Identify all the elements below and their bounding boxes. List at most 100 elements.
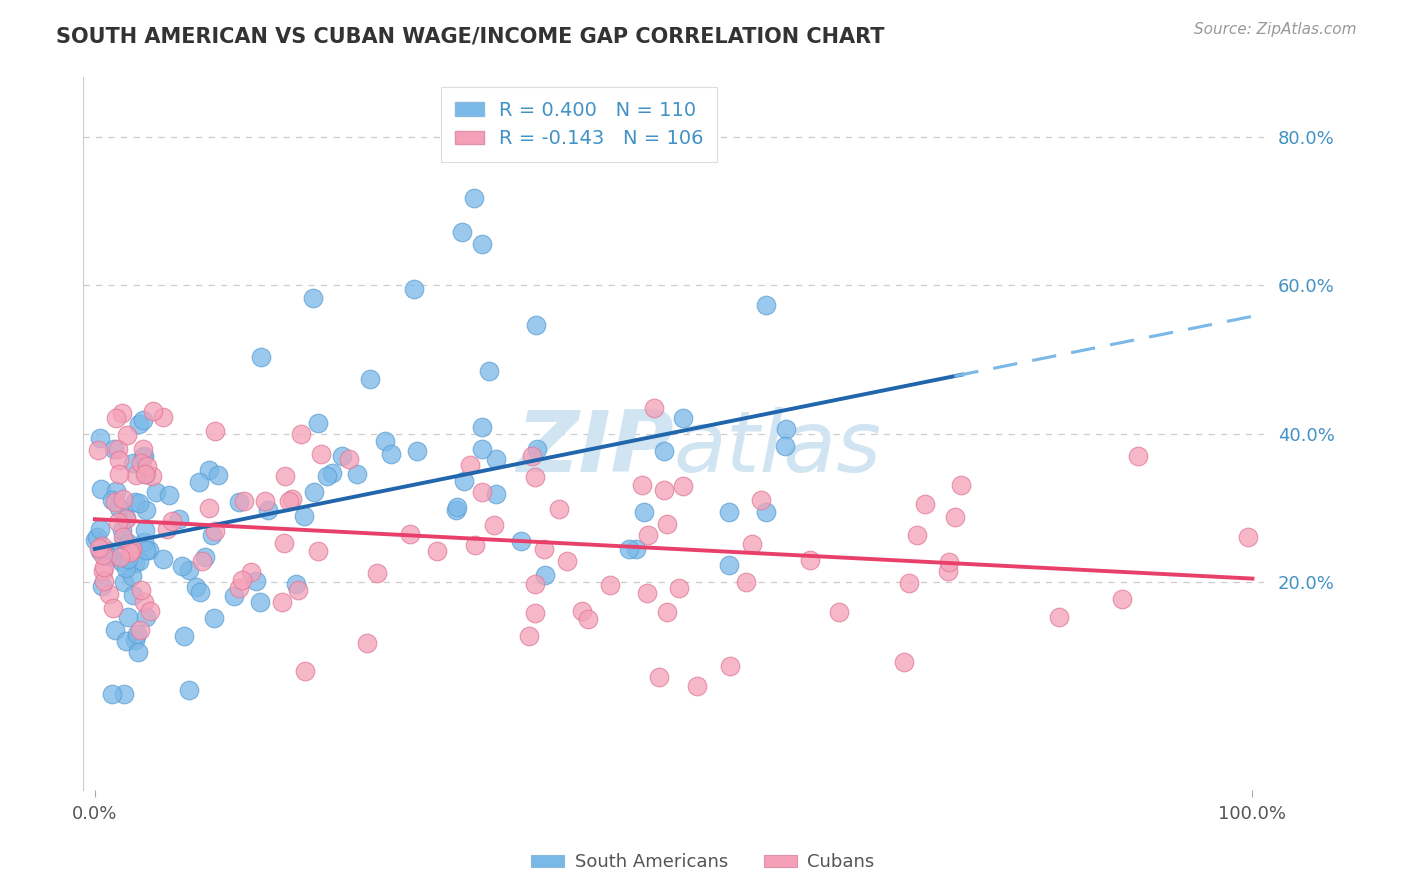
Point [207, 467, 229, 482]
Point [86, 530, 108, 544]
Point [201, 527, 224, 541]
Point [775, 422, 797, 436]
Point [111, 555, 134, 569]
Point [914, 497, 936, 511]
Point [91, 564, 114, 578]
Point [124, 468, 146, 483]
Point [198, 501, 221, 516]
Text: ZIP: ZIP [516, 407, 673, 490]
Point [129, 456, 152, 470]
Point [114, 561, 136, 575]
Point [135, 502, 157, 516]
Point [173, 629, 195, 643]
Point [471, 484, 494, 499]
Point [97, 587, 120, 601]
Point [273, 536, 295, 550]
Point [686, 679, 709, 693]
Point [191, 554, 214, 568]
Point [938, 555, 960, 569]
Point [446, 500, 468, 514]
Point [204, 425, 226, 439]
Point [366, 566, 388, 580]
Point [194, 549, 217, 564]
Point [453, 474, 475, 488]
Point [135, 467, 157, 481]
Point [104, 623, 127, 637]
Point [672, 410, 695, 425]
Point [346, 467, 368, 482]
Point [517, 629, 540, 643]
Point [121, 588, 143, 602]
Point [356, 636, 378, 650]
Point [1049, 610, 1071, 624]
Point [96, 549, 118, 563]
Point [1128, 450, 1150, 464]
Point [87, 443, 110, 458]
Point [132, 535, 155, 549]
Point [526, 442, 548, 456]
Point [160, 514, 183, 528]
Point [117, 535, 139, 549]
Point [485, 487, 508, 501]
Point [101, 601, 124, 615]
Point [523, 606, 546, 620]
Point [134, 523, 156, 537]
Text: Source: ZipAtlas.com: Source: ZipAtlas.com [1194, 22, 1357, 37]
Point [124, 633, 146, 648]
Point [657, 605, 679, 619]
Point [256, 503, 278, 517]
Point [115, 633, 138, 648]
Point [624, 542, 647, 557]
Point [152, 410, 174, 425]
Point [741, 537, 763, 551]
Point [655, 516, 678, 531]
Point [228, 581, 250, 595]
Point [292, 509, 315, 524]
Point [652, 483, 675, 498]
Point [718, 505, 741, 519]
Point [406, 444, 429, 458]
Point [668, 581, 690, 595]
Point [548, 502, 571, 516]
Point [115, 512, 138, 526]
Point [652, 443, 675, 458]
Point [112, 575, 135, 590]
Point [755, 298, 778, 312]
Point [294, 664, 316, 678]
Point [471, 236, 494, 251]
Point [773, 439, 796, 453]
Point [91, 549, 114, 563]
Point [444, 503, 467, 517]
Point [828, 605, 851, 619]
Point [120, 544, 142, 558]
Point [228, 495, 250, 509]
Point [254, 494, 277, 508]
Point [648, 670, 671, 684]
Point [112, 687, 135, 701]
Point [321, 466, 343, 480]
Point [170, 558, 193, 573]
Point [132, 442, 155, 456]
Point [112, 533, 135, 547]
Point [637, 528, 659, 542]
Point [89, 544, 111, 558]
Text: atlas: atlas [673, 407, 882, 490]
Point [177, 682, 200, 697]
Point [307, 416, 329, 430]
Point [464, 538, 486, 552]
Point [799, 553, 821, 567]
Point [898, 575, 921, 590]
Point [84, 533, 107, 548]
Point [91, 539, 114, 553]
Point [115, 510, 138, 524]
Point [534, 568, 557, 582]
Point [122, 456, 145, 470]
Point [240, 565, 263, 579]
Point [204, 524, 226, 539]
Point [107, 453, 129, 467]
Point [93, 574, 115, 588]
Point [571, 604, 593, 618]
Point [132, 413, 155, 427]
Point [198, 462, 221, 476]
Point [115, 428, 138, 442]
